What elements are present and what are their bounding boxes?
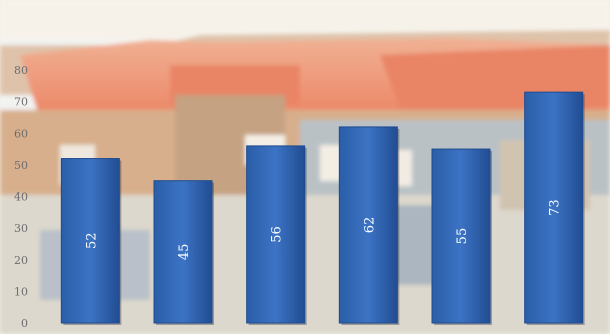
- y-tick-label-40: 40: [14, 191, 28, 204]
- y-tick-label-70: 70: [14, 96, 28, 109]
- bar-value-label-1: 52: [84, 233, 99, 250]
- bar-value-label-6: 73: [548, 199, 563, 216]
- value-labels-group: 52 45 56 62 55 73: [84, 199, 562, 260]
- bar-4: [338, 126, 398, 324]
- bar-value-label-4: 62: [362, 217, 377, 234]
- bar-value-label-2: 45: [177, 244, 192, 261]
- y-tick-label-50: 50: [14, 159, 28, 172]
- y-tick-label-0: 0: [21, 317, 28, 330]
- y-tick-label-10: 10: [14, 285, 28, 298]
- y-axis: 0 10 20 30 40 50 60 70 80: [14, 64, 28, 330]
- y-tick-label-80: 80: [14, 64, 28, 77]
- bars-group: [60, 91, 585, 325]
- bar-1: [60, 158, 120, 324]
- y-tick-label-30: 30: [14, 222, 28, 235]
- y-tick-label-20: 20: [14, 254, 28, 267]
- bar-5: [431, 148, 491, 324]
- bar-3: [246, 145, 306, 324]
- bar-value-label-5: 55: [455, 228, 470, 245]
- bar-2: [153, 180, 213, 324]
- y-tick-label-60: 60: [14, 127, 28, 140]
- bar-value-label-3: 56: [270, 226, 285, 243]
- bar-6: [524, 91, 584, 324]
